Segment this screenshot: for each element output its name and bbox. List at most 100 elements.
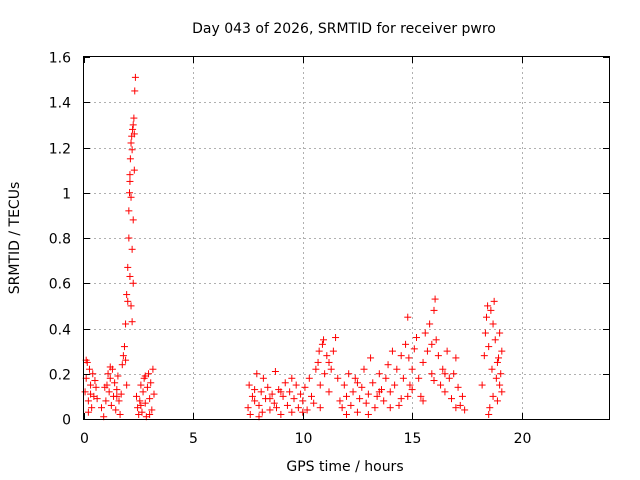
data-point [124,263,132,271]
data-point [452,354,460,362]
data-point [314,358,322,366]
data-point [450,370,458,378]
data-point [245,381,253,389]
data-point [432,336,440,344]
data-point [87,390,95,398]
data-point [305,374,313,382]
data-point [268,390,276,398]
data-point [299,397,307,405]
x-axis-label: GPS time / hours [286,459,403,475]
data-point [441,388,449,396]
data-point [138,408,146,416]
y-axis-label: SRMTID / TECUs [7,182,23,295]
data-point [130,114,138,122]
data-point [84,408,92,416]
data-point [397,395,405,403]
data-point [118,361,126,369]
data-point [323,352,331,360]
data-point [421,329,429,337]
data-point [448,395,455,403]
data-point [91,377,99,385]
data-point [430,377,438,385]
data-point [279,392,287,400]
data-point [343,410,350,418]
data-point [253,370,261,378]
data-point [93,395,101,403]
data-point [353,408,361,416]
data-point [431,295,439,303]
data-point [87,381,95,389]
data-point [292,381,300,389]
data-point [116,410,124,418]
data-point [419,358,427,366]
data-point [351,374,359,382]
data-point [492,374,500,382]
data-point [294,404,302,412]
data-point [150,390,158,398]
data-point [244,404,252,412]
axes: 0 0.2 0.4 0.6 0.8 1 1.2 1.4 1.6 0 5 10 15 20 [49,51,609,447]
data-point [489,320,497,328]
data-point [461,406,469,414]
data-point [127,302,135,310]
data-point [81,388,89,396]
data-point [343,392,350,400]
data-point [129,279,137,287]
data-point [426,320,434,328]
data-point [491,336,499,344]
data-point [419,397,427,405]
data-point [315,347,323,355]
data-point [102,397,110,405]
data-point [332,334,340,342]
data-point [288,408,296,416]
data-point [478,381,486,389]
data-point [248,392,256,400]
data-point [410,345,418,353]
data-point [126,189,133,197]
data-point [113,392,121,400]
data-point [386,388,394,396]
data-point [146,395,154,403]
data-point [137,381,145,389]
data-point [92,383,100,391]
data-point [417,392,425,400]
data-point [133,392,140,400]
data-point [139,388,147,396]
chart-title: Day 043 of 2026, SRMTID for receiver pwr… [192,21,496,37]
data-point [428,340,436,348]
data-point [353,379,361,387]
data-point [283,401,291,409]
data-point [380,397,388,405]
data-point [481,329,489,337]
data-point [489,392,497,400]
grid [84,57,609,419]
data-point [258,408,266,416]
data-point [131,87,139,95]
data-point [340,381,348,389]
data-point [347,401,355,409]
data-point [345,370,353,378]
data-point [277,388,285,396]
data-point [490,297,498,305]
data-point [299,408,307,416]
data-point [301,383,309,391]
data-point [316,381,324,389]
data-point [88,404,96,412]
data-point [149,365,157,373]
data-point [397,352,405,360]
x-tick-label: 0 [80,431,89,447]
data-point [129,125,137,133]
data-point [483,313,490,321]
data-point [439,365,447,373]
data-point [113,386,121,394]
data-point [120,343,128,351]
data-point [318,340,326,348]
data-point [336,397,344,405]
data-point [369,379,377,387]
data-point [320,336,328,344]
data-point [290,395,298,403]
data-point [325,388,333,396]
data-point [277,410,285,418]
y-tick-label: 1.4 [49,96,71,112]
